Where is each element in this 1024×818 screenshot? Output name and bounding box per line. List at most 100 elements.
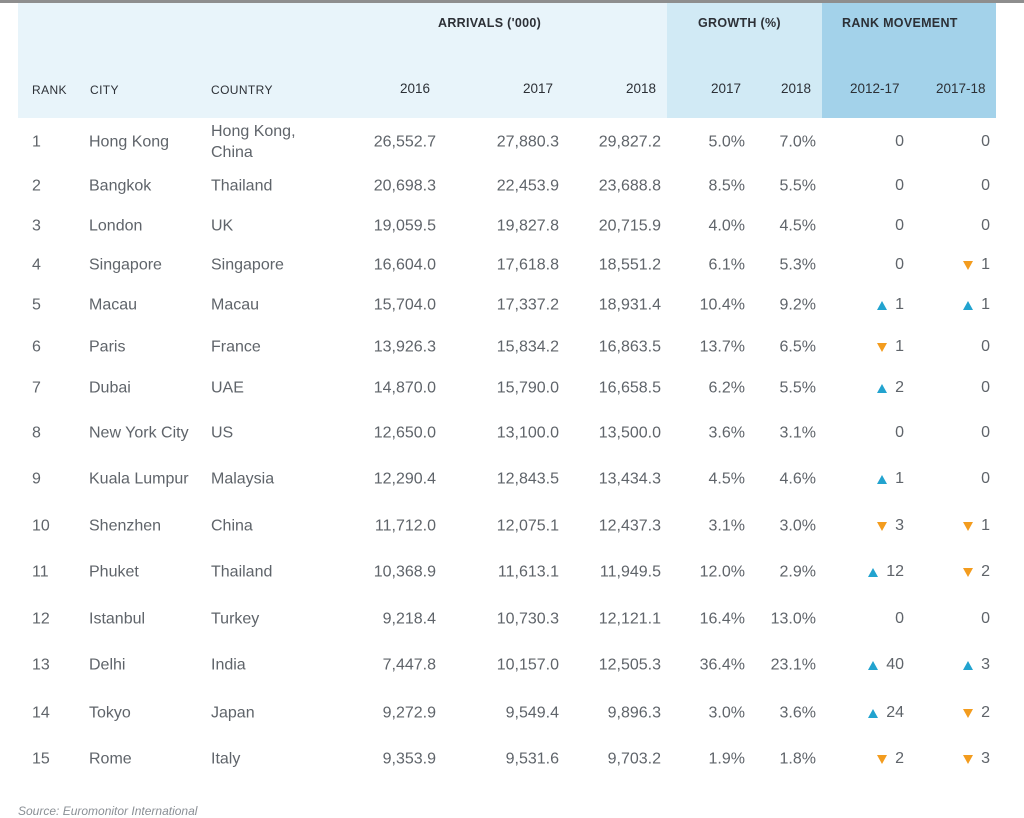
triangle-down-icon: [877, 521, 888, 531]
movement-value: 0: [895, 610, 904, 627]
country-cell: France: [211, 338, 261, 356]
rank-cell: 14: [32, 704, 50, 722]
city-cell: Delhi: [89, 656, 126, 674]
movement-value: 0: [895, 424, 904, 441]
arrivals-2016-cell: 15,704.0: [373, 296, 436, 314]
arrivals-2018-cell: 18,931.4: [598, 296, 661, 314]
movement-2012-17-cell: 1: [877, 470, 904, 488]
growth-2018-cell: 3.0%: [779, 517, 816, 535]
movement-value: 24: [886, 704, 904, 721]
triangle-down-icon: [877, 754, 888, 764]
growth-2017-cell: 4.0%: [708, 217, 745, 235]
arrivals-2016-cell: 10,368.9: [373, 563, 436, 581]
movement-value: 2: [981, 563, 990, 580]
triangle-up-icon: [877, 300, 888, 310]
arrivals-2017-cell: 11,613.1: [497, 563, 559, 581]
rank-cell: 3: [32, 217, 41, 235]
arrivals-2016-cell: 20,698.3: [373, 177, 436, 195]
growth-2018-cell: 6.5%: [779, 338, 816, 356]
country-cell: Thailand: [211, 177, 273, 195]
table-row: 12 Istanbul Turkey 9,218.4 10,730.3 12,121.1 1…: [0, 599, 1024, 639]
arrivals-2016-cell: 11,712.0: [374, 517, 436, 535]
movement-value: 1: [895, 470, 904, 487]
movement-value: 2: [895, 750, 904, 767]
movement-2012-17-cell: 0: [895, 610, 904, 628]
triangle-up-icon: [868, 567, 879, 577]
growth-2018-cell: 9.2%: [779, 296, 816, 314]
movement-2012-17-cell: 0: [895, 177, 904, 195]
table-row: 6 Paris France 13,926.3 15,834.2 16,863.5 13.7…: [0, 327, 1024, 367]
movement-2012-17-cell: 0: [895, 217, 904, 235]
country-cell: India: [211, 656, 246, 674]
movement-2012-17-cell: 2: [877, 379, 904, 397]
rank-cell: 6: [32, 338, 41, 356]
triangle-down-icon: [963, 567, 974, 577]
growth-2017-cell: 10.4%: [699, 296, 745, 314]
city-cell: Istanbul: [89, 610, 146, 628]
movement-2012-17-cell: 1: [877, 296, 904, 314]
movement-value: 3: [981, 656, 990, 673]
movement-2017-18-cell: 3: [963, 656, 990, 674]
arrivals-2016-cell: 12,290.4: [373, 470, 436, 488]
table-row: 5 Macau Macau 15,704.0 17,337.2 18,931.4 10.4%…: [0, 285, 1024, 325]
arrivals-2016-cell: 16,604.0: [373, 256, 436, 274]
table-row: 8 New York City US 12,650.0 13,100.0 13,500.0…: [0, 413, 1024, 453]
movement-2012-17-cell: 0: [895, 256, 904, 274]
rank-cell: 4: [32, 256, 41, 274]
movement-2017-18-cell: 1: [963, 256, 990, 274]
triangle-up-icon: [868, 708, 879, 718]
city-cell: Hong Kong: [89, 133, 170, 151]
movement-value: 0: [981, 610, 990, 627]
growth-2017-cell: 36.4%: [699, 656, 745, 674]
city-cell: Singapore: [89, 256, 162, 274]
rank-cell: 2: [32, 177, 41, 195]
movement-value: 12: [886, 563, 904, 580]
triangle-down-icon: [963, 708, 974, 718]
table-row: 3 London UK 19,059.5 19,827.8 20,715.9 4.0% 4.5…: [0, 206, 1024, 246]
movement-2017-18-cell: 2: [963, 563, 990, 581]
movement-2012-17-cell: 1: [877, 338, 904, 356]
rank-cell: 10: [32, 517, 50, 535]
country-cell: Macau: [211, 296, 260, 314]
col-header-arrivals-2018: 2018: [626, 81, 657, 96]
table-row: 15 Rome Italy 9,353.9 9,531.6 9,703.2 1.9% 1.8%…: [0, 739, 1024, 779]
arrivals-2016-cell: 12,650.0: [373, 424, 436, 442]
triangle-up-icon: [963, 300, 974, 310]
city-cell: London: [89, 217, 143, 235]
rank-cell: 12: [32, 610, 50, 628]
arrivals-2018-cell: 12,437.3: [598, 517, 661, 535]
movement-2017-18-cell: 0: [981, 217, 990, 235]
col-header-movement-2017-18: 2017-18: [936, 81, 986, 96]
growth-2018-cell: 1.8%: [779, 750, 816, 768]
col-header-growth-2017: 2017: [711, 81, 742, 96]
movement-2012-17-cell: 12: [868, 563, 904, 581]
growth-2017-cell: 13.7%: [699, 338, 745, 356]
movement-2012-17-cell: 0: [895, 133, 904, 151]
triangle-up-icon: [877, 383, 888, 393]
movement-value: 0: [981, 338, 990, 355]
country-cell: China: [211, 517, 253, 535]
arrivals-2018-cell: 9,703.2: [607, 750, 661, 768]
movement-value: 1: [981, 256, 990, 273]
arrivals-2016-cell: 14,870.0: [373, 379, 436, 397]
movement-value: 0: [981, 133, 990, 150]
movement-2012-17-cell: 0: [895, 424, 904, 442]
group-header-rank-movement: RANK MOVEMENT: [842, 16, 958, 30]
country-cell: Hong Kong, China: [211, 123, 296, 161]
growth-2018-cell: 5.3%: [779, 256, 816, 274]
movement-value: 3: [981, 750, 990, 767]
growth-2018-cell: 4.5%: [779, 217, 816, 235]
arrivals-2017-cell: 13,100.0: [496, 424, 559, 442]
movement-2017-18-cell: 0: [981, 338, 990, 356]
movement-2017-18-cell: 0: [981, 470, 990, 488]
triangle-down-icon: [963, 260, 974, 270]
col-header-movement-2012-17: 2012-17: [850, 81, 900, 96]
group-header-arrivals: ARRIVALS ('000): [438, 16, 542, 30]
arrivals-2018-cell: 9,896.3: [607, 704, 661, 722]
movement-2017-18-cell: 0: [981, 133, 990, 151]
growth-2017-cell: 6.1%: [708, 256, 745, 274]
country-cell: Japan: [211, 704, 255, 722]
movement-value: 1: [895, 296, 904, 313]
header-arrivals-panel: ARRIVALS ('000) RANK CITY COUNTRY 2016 2…: [18, 3, 667, 118]
movement-2012-17-cell: 3: [877, 517, 904, 535]
